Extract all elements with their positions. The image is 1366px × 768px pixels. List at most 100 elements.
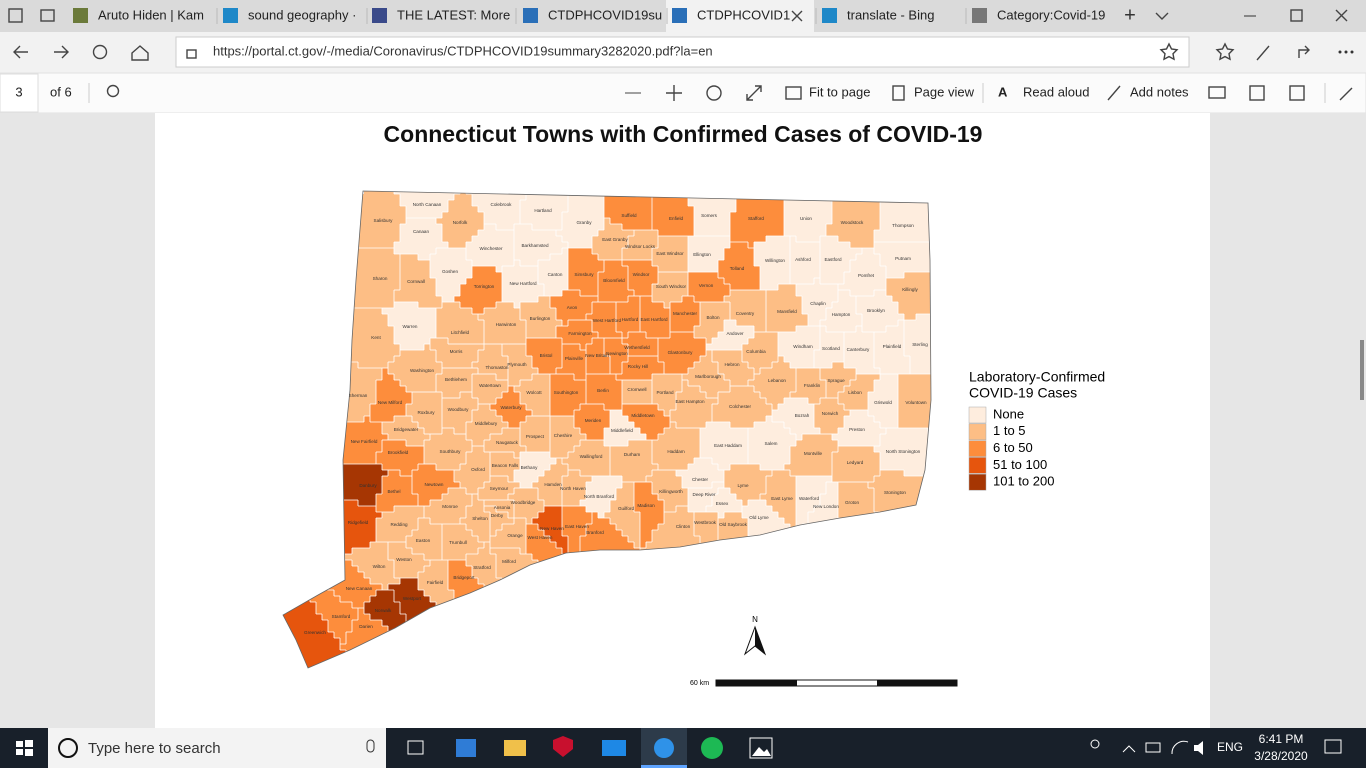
- url[interactable]: https://portal.ct.gov/-/media/Coronaviru…: [213, 43, 713, 58]
- town-area: [820, 446, 827, 453]
- town-area: [856, 338, 863, 345]
- town-area: [808, 248, 815, 255]
- town-area: [904, 350, 911, 357]
- share[interactable]: [1298, 45, 1310, 58]
- town-area: [784, 260, 791, 267]
- town-area: [382, 356, 389, 363]
- town-area: [466, 356, 473, 363]
- print[interactable]: [1208, 86, 1226, 99]
- read-aloud[interactable]: Read aloud: [1023, 84, 1090, 99]
- town-area: [616, 338, 623, 345]
- town-area: [910, 476, 917, 483]
- town-area: [748, 410, 755, 417]
- town-area: [532, 326, 539, 333]
- town-area: [412, 308, 419, 315]
- town-area: [892, 434, 899, 441]
- set-aside-icon[interactable]: [40, 9, 55, 22]
- town-area: [850, 422, 857, 429]
- back[interactable]: [13, 45, 28, 59]
- tab-title[interactable]: Aruto Hiden | Kam: [98, 7, 204, 22]
- town-area: [886, 200, 893, 207]
- town-area: [814, 398, 821, 405]
- town-area: [646, 374, 653, 381]
- town-area: [388, 332, 395, 339]
- town-area: [766, 464, 773, 471]
- town-area: [544, 302, 551, 309]
- town-area: [670, 440, 677, 447]
- active-tab[interactable]: [666, 0, 814, 32]
- town-area: [610, 236, 617, 243]
- refresh[interactable]: [92, 44, 108, 60]
- town-area: [466, 284, 473, 291]
- town-area: [454, 242, 461, 249]
- tab-title[interactable]: Category:Covid-19: [997, 7, 1105, 22]
- zoom-in[interactable]: [666, 85, 682, 101]
- town-area: [652, 488, 659, 495]
- page-number[interactable]: 3: [15, 84, 22, 99]
- page-view[interactable]: Page view: [914, 84, 975, 99]
- town-area: [490, 266, 497, 273]
- town-area: [382, 452, 389, 459]
- town-area: [844, 254, 851, 261]
- town-area: [652, 278, 659, 285]
- save-as[interactable]: [1289, 85, 1305, 101]
- town-area: [532, 422, 539, 429]
- tab-title[interactable]: CTDPHCOVID19su: [548, 7, 662, 22]
- town-area: [646, 320, 653, 327]
- restore[interactable]: [1290, 9, 1303, 22]
- notes[interactable]: [1256, 45, 1270, 61]
- town-area: [898, 476, 905, 483]
- fit-to-page[interactable]: Fit to page: [809, 84, 870, 99]
- town-area: [670, 248, 677, 255]
- town-area: [580, 410, 587, 417]
- tab-title[interactable]: THE LATEST: More: [397, 7, 510, 22]
- home[interactable]: [131, 45, 149, 61]
- town-area: [532, 308, 539, 315]
- town-area: [454, 434, 461, 441]
- tab-title[interactable]: translate - Bing: [847, 7, 934, 22]
- town-area: [628, 374, 635, 381]
- town-area: [472, 458, 479, 465]
- forward[interactable]: [54, 45, 69, 59]
- town-area: [898, 224, 905, 231]
- town-area: [670, 368, 677, 375]
- tab-actions-icon[interactable]: [8, 8, 23, 23]
- favorites[interactable]: [1215, 42, 1235, 61]
- page-input[interactable]: [0, 73, 39, 113]
- town-area: [346, 434, 353, 441]
- town-area: [424, 290, 431, 297]
- town-area: [760, 422, 767, 429]
- town-area: [760, 368, 767, 375]
- town-area: [850, 230, 857, 237]
- town-area: [808, 356, 815, 363]
- town-area: [496, 272, 503, 279]
- tab-list-icon[interactable]: [1155, 12, 1169, 20]
- town-area: [910, 368, 917, 375]
- scrollbar-thumb[interactable]: [1360, 340, 1364, 400]
- fullscreen[interactable]: [746, 85, 762, 101]
- pin-toolbar[interactable]: [1339, 87, 1353, 101]
- town-area: [400, 482, 407, 489]
- town-area: [574, 314, 581, 321]
- town-area: [778, 338, 785, 345]
- town-area: [772, 320, 779, 327]
- save[interactable]: [1249, 85, 1265, 101]
- town-area: [802, 206, 809, 213]
- town-area: [802, 230, 809, 237]
- town-area: [394, 362, 401, 369]
- close-tab[interactable]: [791, 10, 803, 22]
- favorite[interactable]: [1159, 42, 1179, 61]
- town-area: [856, 434, 863, 441]
- search-icon[interactable]: [106, 84, 120, 98]
- address-box[interactable]: [175, 36, 1190, 68]
- town-area: [820, 242, 827, 249]
- town-area: [802, 338, 809, 345]
- tab-title[interactable]: CTDPHCOVID1: [697, 7, 790, 22]
- add-notes[interactable]: Add notes: [1130, 84, 1189, 99]
- town-area: [892, 260, 899, 267]
- town-area: [814, 272, 821, 279]
- close-window[interactable]: [1335, 9, 1348, 22]
- tab-title[interactable]: sound geography ·: [248, 7, 356, 22]
- rotate[interactable]: [706, 85, 722, 101]
- town-area: [454, 338, 461, 345]
